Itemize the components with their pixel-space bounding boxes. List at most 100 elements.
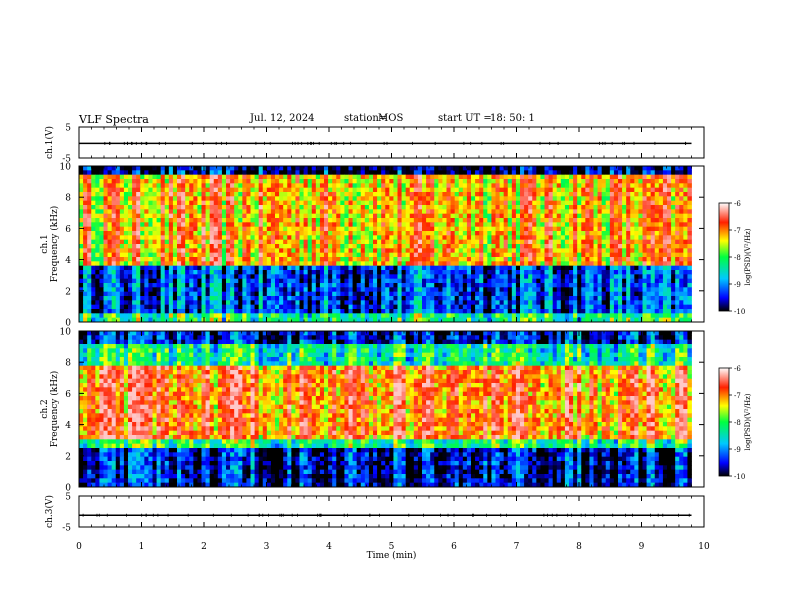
spectrogram-cell xyxy=(577,239,582,245)
spectrogram-cell xyxy=(360,187,366,193)
spectrogram-cell xyxy=(434,179,439,184)
spectrogram-cell xyxy=(528,291,533,297)
spectrogram-cell xyxy=(417,166,423,171)
spectrogram-cell xyxy=(397,235,402,241)
spectrogram-cell xyxy=(413,244,419,249)
spectrogram-cell xyxy=(319,187,325,193)
spectrogram-cell xyxy=(168,205,174,210)
spectrogram-cell xyxy=(119,296,125,301)
spectrogram-cell xyxy=(217,257,223,262)
spectrogram-cell xyxy=(397,170,402,176)
spectrogram-cell xyxy=(279,278,284,284)
spectrogram-cell xyxy=(315,192,321,197)
spectrogram-cell xyxy=(454,261,460,267)
spectrogram-cell xyxy=(564,283,570,288)
spectrogram-cell xyxy=(671,187,676,193)
spectrogram-cell xyxy=(479,252,484,258)
spectrogram-cell xyxy=(426,226,431,232)
spectrogram-cell xyxy=(332,274,337,280)
spectrogram-cell xyxy=(671,200,676,206)
spectrogram-cell xyxy=(389,196,394,202)
spectrogram-cell xyxy=(466,287,472,293)
spectrogram-cell xyxy=(148,209,153,215)
spectrogram-cell xyxy=(332,291,337,297)
spectrogram-cell xyxy=(556,226,562,232)
spectrogram-cell xyxy=(458,274,464,280)
spectrogram-cell xyxy=(140,261,145,267)
spectrogram-cell xyxy=(262,296,268,301)
spectrogram-cell xyxy=(348,166,353,171)
spectrogram-cell xyxy=(283,244,288,249)
spectrogram-cell xyxy=(364,222,370,228)
spectrogram-cell xyxy=(303,261,309,267)
spectrogram-cell xyxy=(507,218,513,223)
spectrogram-cell xyxy=(242,209,247,215)
spectrogram-cell xyxy=(458,179,464,184)
spectrogram-cell xyxy=(650,291,656,297)
spectrogram-cell xyxy=(226,257,231,262)
spectrogram-cell xyxy=(189,252,194,258)
spectrogram-cell xyxy=(413,192,419,197)
spectrogram-cell xyxy=(528,200,533,206)
spectrogram-cell xyxy=(344,270,349,275)
spectrogram-cell xyxy=(270,296,276,301)
spectrogram-cell xyxy=(197,174,202,180)
spectrogram-cell xyxy=(123,265,129,271)
spectrogram-cell xyxy=(507,278,513,284)
spectrogram-cell xyxy=(654,300,660,306)
spectrogram-cell xyxy=(270,283,276,288)
spectrogram-cell xyxy=(593,261,598,267)
spectrogram-cell xyxy=(111,296,117,301)
spectrogram-cell xyxy=(221,248,227,254)
spectrogram-cell xyxy=(654,274,660,280)
spectrogram-cell xyxy=(422,248,427,254)
spectrogram-cell xyxy=(634,252,639,258)
spectrogram-cell xyxy=(438,187,443,193)
spectrogram-cell xyxy=(266,235,272,241)
spectrogram-cell xyxy=(601,300,607,306)
spectrogram-cell xyxy=(430,222,435,228)
spectrogram-cell xyxy=(605,257,611,262)
spectrogram-cell xyxy=(266,200,272,206)
spectrogram-cell xyxy=(181,209,186,215)
spectrogram-cell xyxy=(189,170,194,176)
spectrogram-cell xyxy=(246,270,251,275)
spectrogram-cell xyxy=(385,257,390,262)
spectrogram-cell xyxy=(262,274,268,280)
spectrogram-cell xyxy=(164,283,170,288)
spectrogram-cell xyxy=(111,200,117,206)
spectrogram-cell xyxy=(303,235,309,241)
spectrogram-cell xyxy=(140,265,145,271)
spectrogram-cell xyxy=(368,235,374,241)
spectrogram-cell xyxy=(609,287,615,293)
spectrogram-cell xyxy=(181,257,186,262)
spectrogram-cell xyxy=(442,205,447,210)
spectrogram-cell xyxy=(613,257,619,262)
spectrogram-cell xyxy=(466,166,472,171)
spectrogram-cell xyxy=(683,170,688,176)
spectrogram-cell xyxy=(622,200,627,206)
spectrogram-cell xyxy=(128,257,133,262)
spectrogram-cell xyxy=(87,252,92,258)
spectrogram-cell xyxy=(217,300,223,306)
spectrogram-cell xyxy=(205,252,211,258)
spectrogram-cell xyxy=(597,213,603,219)
spectrogram-cell xyxy=(511,278,517,284)
spectrogram-cell xyxy=(556,235,562,241)
spectrogram-cell xyxy=(270,179,276,184)
spectrogram-cell xyxy=(221,287,227,293)
spectrogram-cell xyxy=(667,209,672,215)
spectrogram-cell xyxy=(475,205,480,210)
spectrogram-cell xyxy=(91,213,96,219)
spectrogram-cell xyxy=(373,166,378,171)
spectrogram-cell xyxy=(528,300,533,306)
spectrogram-cell xyxy=(495,274,500,280)
spectrogram-cell xyxy=(577,222,582,228)
spectrogram-cell xyxy=(417,287,423,293)
spectrogram-cell xyxy=(140,239,145,245)
spectrogram-cell xyxy=(217,192,223,197)
spectrogram-cell xyxy=(270,196,276,202)
spectrogram-cell xyxy=(83,287,88,293)
spectrogram-cell xyxy=(417,222,423,228)
spectrogram-cell xyxy=(123,296,129,301)
